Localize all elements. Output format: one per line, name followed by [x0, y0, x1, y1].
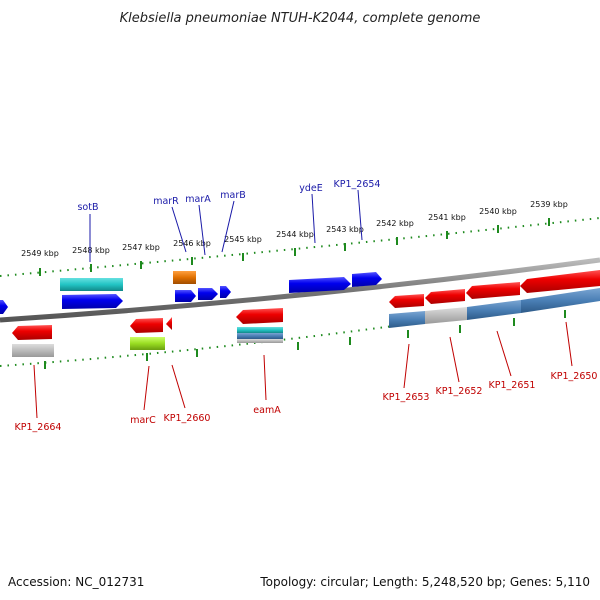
gene-label-marb[interactable]: marB	[220, 190, 246, 201]
reverse-features	[12, 270, 600, 357]
page-title: Klebsiella pneumoniae NTUH-K2044, comple…	[120, 11, 481, 26]
orange-feature[interactable]	[173, 271, 196, 284]
gene-arrow-ydee[interactable]	[289, 277, 351, 293]
accession-text: Accession: NC_012731	[8, 575, 144, 589]
forward-features	[0, 271, 382, 314]
steelblue-feature[interactable]	[389, 311, 425, 328]
gene-arrow-kp1-2654[interactable]	[352, 272, 382, 287]
gene-label-marr[interactable]: marR	[153, 196, 179, 207]
gene-label-marc[interactable]: marC	[130, 415, 156, 426]
tick-label: 2540 kbp	[479, 207, 517, 216]
top-gene-labels: sotB marR marA marB ydeE KP1_2654	[77, 179, 380, 213]
lower-major-ticks	[44, 310, 566, 369]
tick-label: 2547 kbp	[122, 243, 160, 252]
bottom-gene-labels: KP1_2664 marC KP1_2660 eamA KP1_2653 KP1…	[15, 371, 598, 433]
tick-label: 2549 kbp	[21, 249, 59, 258]
gene-label-kp1-2664[interactable]: KP1_2664	[15, 422, 62, 433]
pseudo-feature[interactable]	[425, 307, 467, 324]
bottom-leader-lines	[33, 321, 573, 419]
topology-text: Topology: circular; Length: 5,248,520 bp…	[259, 575, 590, 589]
steelblue-feature[interactable]	[237, 333, 283, 339]
tick-label: 2548 kbp	[72, 246, 110, 255]
gene-arrow-kp1-2651[interactable]	[466, 282, 520, 299]
tick-labels: 2549 kbp 2548 kbp 2547 kbp 2546 kbp 2545…	[21, 200, 568, 258]
rna-feature[interactable]	[237, 327, 283, 333]
tick-label: 2539 kbp	[530, 200, 568, 209]
gene-label-kp1-2660[interactable]: KP1_2660	[164, 413, 211, 424]
tick-label: 2546 kbp	[173, 239, 211, 248]
gene-arrow-kp1-2653[interactable]	[389, 294, 424, 308]
gene-arrow-marr[interactable]	[175, 290, 196, 302]
gene-arrow-kp1-2650[interactable]	[520, 270, 600, 293]
lime-feature[interactable]	[130, 337, 165, 350]
tick-label: 2545 kbp	[224, 235, 262, 244]
gene-label-kp1-2651[interactable]: KP1_2651	[489, 380, 536, 391]
gene-arrow-kp1-2652[interactable]	[425, 289, 465, 304]
genome-backbone	[0, 257, 600, 323]
gene-label-mara[interactable]: marA	[185, 194, 211, 205]
gene-arrow-marb[interactable]	[220, 286, 231, 298]
tick-label: 2542 kbp	[376, 219, 414, 228]
pseudo-feature[interactable]	[237, 339, 283, 343]
gene-label-eama[interactable]: eamA	[253, 405, 281, 416]
tick-label: 2543 kbp	[326, 225, 364, 234]
gene-label-kp1-2654[interactable]: KP1_2654	[334, 179, 381, 190]
steelblue-feature[interactable]	[467, 300, 521, 320]
tick-label: 2541 kbp	[428, 213, 466, 222]
gene-label-kp1-2650[interactable]: KP1_2650	[551, 371, 598, 382]
lower-tick-line	[0, 294, 600, 367]
gene-arrow[interactable]	[0, 300, 8, 314]
gene-arrow-mara[interactable]	[198, 288, 218, 300]
upper-tick-line	[0, 217, 600, 277]
gene-arrow-marc[interactable]	[130, 318, 163, 333]
upper-major-ticks	[39, 218, 550, 276]
gene-label-ydee[interactable]: ydeE	[299, 183, 323, 194]
gene-arrow-eama[interactable]	[236, 308, 283, 324]
gene-label-sotb[interactable]: sotB	[77, 202, 98, 213]
tick-label: 2544 kbp	[276, 230, 314, 239]
gene-arrow-kp1-2664[interactable]	[12, 325, 52, 340]
gene-label-kp1-2652[interactable]: KP1_2652	[436, 386, 483, 397]
pseudo-feature[interactable]	[12, 344, 54, 357]
steelblue-feature[interactable]	[521, 288, 600, 313]
rna-feature[interactable]	[60, 278, 123, 291]
gene-arrow-small[interactable]	[166, 317, 172, 330]
top-leader-lines	[89, 189, 363, 262]
gene-arrow-sotb[interactable]	[62, 294, 123, 309]
gene-label-kp1-2653[interactable]: KP1_2653	[383, 392, 430, 403]
